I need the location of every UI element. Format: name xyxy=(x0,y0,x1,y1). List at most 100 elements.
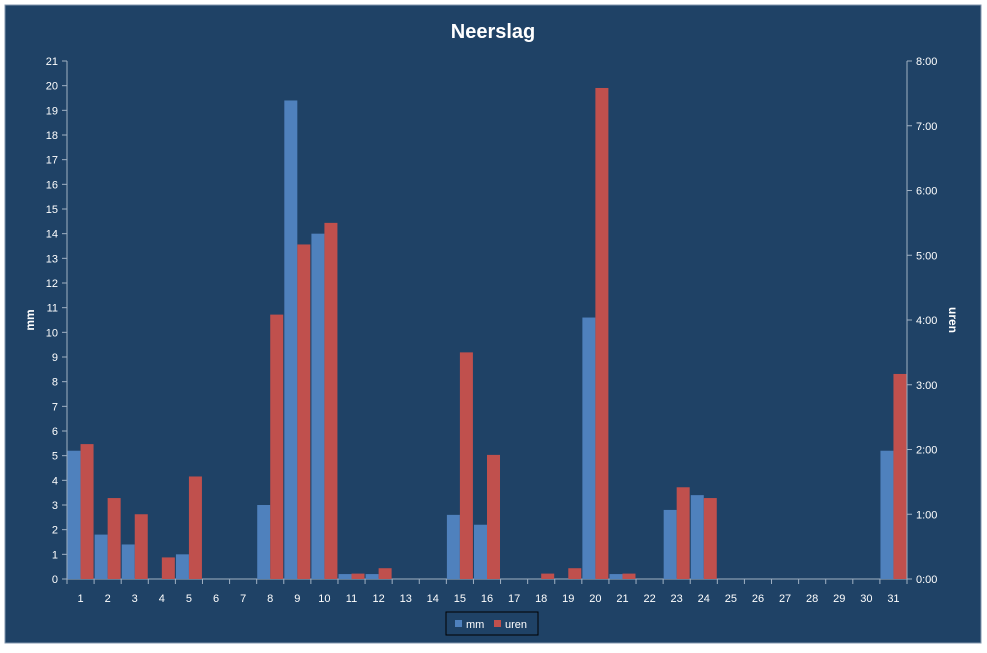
y-tick-label-left: 0 xyxy=(52,574,58,586)
bar-uren xyxy=(107,498,121,579)
bar-mm xyxy=(311,233,325,579)
y-tick-label-left: 8 xyxy=(52,377,58,389)
y-tick-label-left: 18 xyxy=(46,130,58,142)
bar-mm xyxy=(94,534,108,579)
bar-uren xyxy=(459,352,473,579)
x-tick-label: 21 xyxy=(616,593,628,605)
y-tick-label-right: 6:00 xyxy=(916,186,937,198)
bar-mm xyxy=(609,574,623,579)
x-tick-label: 11 xyxy=(346,593,357,605)
bar-uren xyxy=(378,568,392,579)
legend-label-uren: uren xyxy=(505,619,527,631)
x-tick-label: 30 xyxy=(860,593,872,605)
bar-mm xyxy=(257,505,271,579)
bar-uren xyxy=(351,573,365,579)
y-tick-label-left: 21 xyxy=(46,56,58,68)
chart-title: Neerslag xyxy=(451,21,536,43)
y-tick-label-left: 5 xyxy=(52,451,58,463)
x-tick-label: 18 xyxy=(535,593,547,605)
legend-swatch-uren xyxy=(494,620,501,627)
x-tick-label: 3 xyxy=(132,593,138,605)
y-tick-label-right: 8:00 xyxy=(916,56,937,68)
y-tick-label-left: 14 xyxy=(46,229,58,241)
bar-uren xyxy=(324,222,338,579)
x-tick-label: 22 xyxy=(643,593,655,605)
x-tick-label: 31 xyxy=(887,593,899,605)
y-axis-title-right: uren xyxy=(946,307,960,333)
bar-mm xyxy=(446,514,460,579)
x-tick-label: 14 xyxy=(427,593,439,605)
bar-mm xyxy=(582,317,596,579)
x-tick-label: 15 xyxy=(454,593,466,605)
plot-area: 01234567891011121314151617181920210:001:… xyxy=(46,56,938,605)
bar-mm xyxy=(67,450,81,579)
x-tick-label: 20 xyxy=(589,593,601,605)
y-tick-label-left: 1 xyxy=(52,549,58,561)
x-tick-label: 2 xyxy=(105,593,111,605)
y-tick-label-left: 13 xyxy=(46,253,58,265)
bar-uren xyxy=(541,573,555,579)
x-tick-label: 7 xyxy=(240,593,246,605)
bar-uren xyxy=(622,573,636,579)
x-tick-label: 19 xyxy=(562,593,574,605)
bar-uren xyxy=(297,244,311,580)
y-tick-label-right: 4:00 xyxy=(916,315,937,327)
bar-uren xyxy=(80,444,94,579)
y-tick-label-left: 19 xyxy=(46,105,58,117)
y-tick-label-right: 1:00 xyxy=(916,509,937,521)
y-tick-label-right: 2:00 xyxy=(916,445,937,457)
legend-box xyxy=(445,611,539,636)
bar-uren xyxy=(703,498,717,579)
bar-mm xyxy=(284,100,298,579)
x-tick-label: 12 xyxy=(372,593,384,605)
x-tick-label: 27 xyxy=(779,593,791,605)
bar-mm xyxy=(175,554,189,579)
bar-mm xyxy=(663,509,677,579)
bar-mm xyxy=(473,524,487,579)
legend-label-mm: mm xyxy=(466,619,484,631)
x-tick-label: 8 xyxy=(267,593,273,605)
x-tick-label: 29 xyxy=(833,593,845,605)
x-tick-label: 28 xyxy=(806,593,818,605)
y-tick-label-right: 5:00 xyxy=(916,250,937,262)
bar-mm xyxy=(365,574,379,579)
x-tick-label: 5 xyxy=(186,593,192,605)
bar-uren xyxy=(568,568,582,579)
x-tick-label: 9 xyxy=(294,593,300,605)
y-tick-label-left: 3 xyxy=(52,500,58,512)
y-tick-label-left: 16 xyxy=(46,179,58,191)
x-tick-label: 16 xyxy=(481,593,493,605)
bar-uren xyxy=(595,87,609,580)
y-tick-label-right: 0:00 xyxy=(916,574,937,586)
y-tick-label-left: 15 xyxy=(46,204,58,216)
y-tick-label-left: 10 xyxy=(46,327,58,339)
x-tick-label: 6 xyxy=(213,593,219,605)
x-tick-label: 23 xyxy=(671,593,683,605)
bar-mm xyxy=(690,495,704,579)
x-tick-label: 24 xyxy=(698,593,710,605)
x-tick-label: 25 xyxy=(725,593,737,605)
bar-uren xyxy=(134,514,148,579)
legend: mm uren xyxy=(445,611,539,636)
y-tick-label-left: 9 xyxy=(52,352,58,364)
bar-mm xyxy=(338,574,352,579)
x-tick-label: 4 xyxy=(159,593,165,605)
x-tick-label: 17 xyxy=(508,593,520,605)
x-tick-label: 10 xyxy=(318,593,330,605)
bar-uren xyxy=(676,487,690,579)
x-tick-label: 26 xyxy=(752,593,764,605)
bar-uren xyxy=(161,557,175,579)
y-tick-label-left: 20 xyxy=(46,81,58,93)
y-tick-label-left: 2 xyxy=(52,525,58,537)
bar-uren xyxy=(487,454,501,579)
y-tick-label-right: 7:00 xyxy=(916,121,937,133)
y-tick-label-left: 12 xyxy=(46,278,58,290)
bar-mm xyxy=(880,450,894,579)
bar-uren xyxy=(188,476,202,579)
y-tick-label-right: 3:00 xyxy=(916,380,937,392)
y-axis-title-left: mm xyxy=(23,309,37,330)
y-tick-label-left: 11 xyxy=(47,303,58,315)
bar-uren xyxy=(893,373,907,579)
